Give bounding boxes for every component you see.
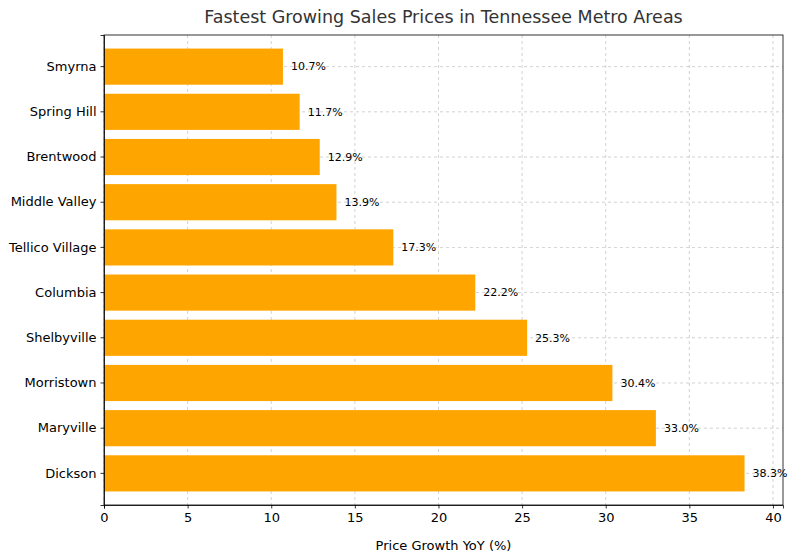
bar bbox=[104, 49, 283, 85]
tick-label: Columbia bbox=[35, 285, 96, 300]
tick: 15 bbox=[347, 505, 364, 525]
data-label: 25.3% bbox=[535, 332, 570, 345]
grid-line bbox=[772, 35, 773, 505]
tick-label: 30 bbox=[598, 510, 615, 525]
tick-label: Smyrna bbox=[47, 59, 97, 74]
chart: 38.3% 33.0% 30.4% 25.3% 22.2% 17.3% 13.9% 12.9%… bbox=[0, 0, 800, 559]
tick-label: 35 bbox=[682, 510, 699, 525]
bars bbox=[104, 49, 745, 492]
tick: Brentwood bbox=[26, 149, 104, 164]
tick-mark bbox=[101, 157, 105, 158]
bar bbox=[104, 94, 300, 130]
axis-title: Price Growth YoY (%) bbox=[376, 538, 512, 553]
tick-mark bbox=[355, 505, 356, 509]
data-label: 17.3% bbox=[401, 241, 436, 254]
axis-line bbox=[105, 506, 784, 509]
value-axis: 0 5 10 15 20 25 30 35 40 bbox=[100, 505, 783, 525]
tick-mark bbox=[606, 505, 607, 509]
tick-mark bbox=[101, 337, 105, 338]
tick: Maryville bbox=[38, 420, 104, 435]
tick-label: Tellico Village bbox=[8, 240, 96, 255]
bar bbox=[104, 184, 336, 220]
tick: 0 bbox=[100, 505, 108, 525]
tick-mark bbox=[101, 66, 105, 67]
data-label: 30.4% bbox=[620, 377, 655, 390]
bar bbox=[104, 275, 475, 311]
data-label: 13.9% bbox=[344, 196, 379, 209]
tick-mark bbox=[689, 505, 690, 509]
bar bbox=[104, 229, 393, 265]
tick: 10 bbox=[263, 505, 280, 525]
tick: 5 bbox=[184, 505, 192, 525]
bar bbox=[104, 365, 612, 401]
bar bbox=[104, 455, 745, 491]
data-label: 11.7% bbox=[308, 106, 343, 119]
data-label: 22.2% bbox=[483, 286, 518, 299]
tick: 30 bbox=[598, 505, 615, 525]
grid bbox=[104, 35, 783, 505]
tick-mark bbox=[101, 111, 105, 112]
tick: Dickson bbox=[45, 466, 104, 481]
tick: 25 bbox=[514, 505, 531, 525]
tick-label: Shelbyville bbox=[26, 330, 97, 345]
bar bbox=[104, 410, 656, 446]
tick: Spring Hill bbox=[30, 104, 104, 119]
tick: Tellico Village bbox=[8, 240, 104, 255]
tick: Morristown bbox=[25, 375, 104, 390]
tick: Middle Valley bbox=[11, 194, 104, 209]
tick-label: Brentwood bbox=[26, 149, 96, 164]
tick: Shelbyville bbox=[26, 330, 104, 345]
data-labels: 38.3% 33.0% 30.4% 25.3% 22.2% 17.3% 13.9% 12.9%… bbox=[291, 60, 788, 480]
tick: 40 bbox=[765, 505, 782, 525]
data-label: 38.3% bbox=[753, 467, 788, 480]
tick-mark bbox=[522, 505, 523, 509]
frame bbox=[104, 35, 783, 505]
title: Fastest Growing Sales Prices in Tennesse… bbox=[204, 7, 682, 27]
tick: Smyrna bbox=[47, 59, 104, 74]
tick-mark bbox=[188, 505, 189, 509]
tick: 35 bbox=[682, 505, 699, 525]
tick-label: 25 bbox=[514, 510, 531, 525]
axis-line bbox=[101, 36, 105, 506]
tick-label: Spring Hill bbox=[30, 104, 97, 119]
tick-mark bbox=[101, 292, 105, 293]
data-label: 12.9% bbox=[328, 151, 363, 164]
category-axis: Dickson Maryville Morristown Shelbyville Col… bbox=[8, 36, 104, 506]
tick-label: 15 bbox=[347, 510, 364, 525]
tick-label: Morristown bbox=[25, 375, 97, 390]
plot: 38.3% 33.0% 30.4% 25.3% 22.2% 17.3% 13.9% 12.9%… bbox=[8, 35, 787, 525]
tick-label: 20 bbox=[431, 510, 448, 525]
tick-label: 5 bbox=[184, 510, 192, 525]
tick-label: 40 bbox=[765, 510, 782, 525]
tick-label: Dickson bbox=[45, 466, 96, 481]
tick-mark bbox=[101, 202, 105, 203]
tick-mark bbox=[773, 505, 774, 509]
bar bbox=[104, 320, 527, 356]
tick-label: Maryville bbox=[38, 420, 97, 435]
tick-label: 0 bbox=[100, 510, 108, 525]
tick-mark bbox=[101, 428, 105, 429]
tick: Columbia bbox=[35, 285, 104, 300]
data-label: 33.0% bbox=[664, 422, 699, 435]
tick-mark bbox=[438, 505, 439, 509]
tick-mark bbox=[101, 382, 105, 383]
tick-mark bbox=[271, 505, 272, 509]
tick-mark bbox=[101, 473, 105, 474]
tick-label: Middle Valley bbox=[11, 194, 97, 209]
bar bbox=[104, 139, 320, 175]
tick-label: 10 bbox=[263, 510, 280, 525]
tick: 20 bbox=[431, 505, 448, 525]
tick-mark bbox=[101, 247, 105, 248]
data-label: 10.7% bbox=[291, 60, 326, 73]
